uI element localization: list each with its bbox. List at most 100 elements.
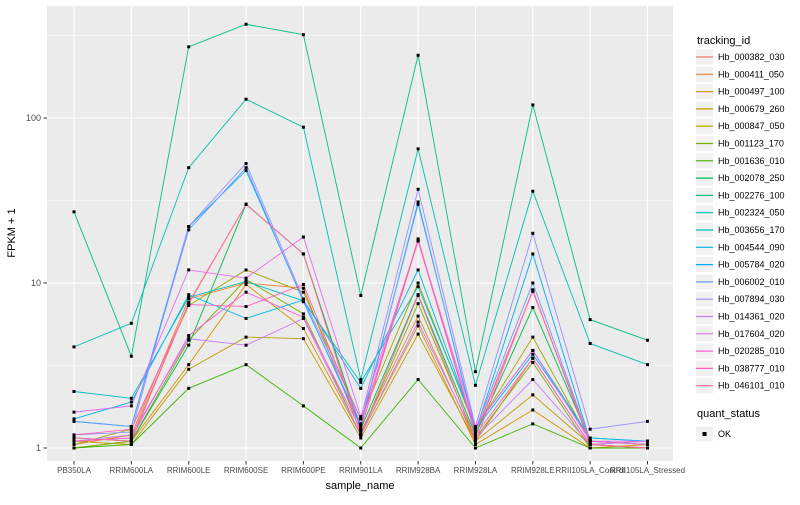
data-point xyxy=(646,363,649,367)
data-point xyxy=(187,45,191,49)
data-point xyxy=(588,443,592,447)
legend-title-quant-status: quant_status xyxy=(697,408,760,420)
data-point xyxy=(187,367,191,371)
data-point xyxy=(244,166,248,170)
data-point xyxy=(531,393,535,397)
data-point xyxy=(531,231,535,235)
data-point xyxy=(244,169,248,173)
legend-entry-label: Hb_038777_010 xyxy=(718,363,785,373)
data-point xyxy=(301,286,305,290)
data-point xyxy=(244,202,248,206)
data-point xyxy=(473,424,477,428)
data-point xyxy=(244,305,248,309)
legend-point-swatch xyxy=(702,432,707,436)
data-point xyxy=(646,446,649,450)
data-point xyxy=(531,335,535,339)
data-point xyxy=(129,436,133,440)
data-point xyxy=(129,404,133,408)
data-point xyxy=(244,268,248,272)
legend-entry-label: Hb_005784_020 xyxy=(718,260,785,270)
data-point xyxy=(416,324,420,328)
legend-entry-label: Hb_000411_050 xyxy=(718,69,784,79)
legend-entry-label: Hb_014361_020 xyxy=(718,312,785,322)
gridlines xyxy=(47,6,673,461)
data-point xyxy=(72,439,76,443)
data-point xyxy=(646,439,649,443)
data-point xyxy=(531,348,535,352)
data-point xyxy=(301,33,305,37)
data-point xyxy=(416,239,420,243)
data-point xyxy=(72,410,76,414)
data-point xyxy=(301,125,305,129)
y-tick-label: 10 xyxy=(31,278,41,288)
data-point xyxy=(588,427,592,431)
data-point xyxy=(416,281,420,285)
data-point xyxy=(301,282,305,286)
data-point xyxy=(72,433,76,437)
data-point xyxy=(72,210,76,214)
data-point xyxy=(359,433,363,437)
data-point xyxy=(473,436,477,440)
data-point xyxy=(187,166,191,170)
data-point xyxy=(473,427,477,431)
data-point xyxy=(72,417,76,421)
x-tick-label: RRIM901LA xyxy=(339,466,383,475)
legend-entry-label: Hb_003656_170 xyxy=(718,225,785,235)
data-point xyxy=(129,321,133,325)
data-point xyxy=(416,237,420,241)
data-point xyxy=(531,289,535,293)
legend-entry-label: Hb_004544_090 xyxy=(718,242,785,252)
legend-entry-label: Hb_000497_100 xyxy=(718,87,785,97)
x-tick-label: RRIM928LA xyxy=(454,466,498,475)
data-point xyxy=(72,345,76,349)
data-point xyxy=(359,378,363,382)
data-point xyxy=(187,228,191,232)
data-point xyxy=(301,235,305,239)
data-point xyxy=(244,161,248,165)
data-point xyxy=(473,433,477,437)
data-point xyxy=(359,417,363,421)
data-point xyxy=(531,252,535,256)
data-point xyxy=(473,446,477,450)
data-point xyxy=(531,352,535,356)
data-point xyxy=(359,427,363,431)
data-point xyxy=(244,363,248,367)
data-point xyxy=(129,439,133,443)
data-point xyxy=(129,400,133,404)
data-point xyxy=(416,268,420,272)
x-tick-label: RRIM600PE xyxy=(281,466,325,475)
x-tick-label: RRII105LA_Stressed xyxy=(610,466,685,475)
data-point xyxy=(359,422,363,426)
data-point xyxy=(244,335,248,339)
data-point xyxy=(359,415,363,419)
data-point xyxy=(473,430,477,434)
legend-entry-label: Hb_002276_100 xyxy=(718,190,785,200)
x-tick-label: RRII105LA_Control xyxy=(555,466,625,475)
x-axis-title: sample_name xyxy=(325,480,394,492)
data-point xyxy=(359,436,363,440)
y-tick-label: 1 xyxy=(36,443,41,453)
legend-entry-label: Hb_006002_010 xyxy=(718,277,785,287)
data-point xyxy=(588,436,592,440)
data-point xyxy=(244,97,248,101)
data-point xyxy=(416,53,420,57)
data-point xyxy=(531,281,535,285)
data-point xyxy=(359,424,363,428)
data-point xyxy=(72,443,76,447)
legend-title-tracking-id: tracking_id xyxy=(697,35,750,47)
data-point xyxy=(301,315,305,319)
legend: tracking_id quant_status Hb_000382_030 Hb… xyxy=(696,35,785,442)
data-point xyxy=(72,446,76,450)
data-point xyxy=(359,430,363,434)
data-point xyxy=(531,360,535,364)
legend-entry-label: Hb_000847_050 xyxy=(718,121,785,131)
data-point xyxy=(301,326,305,330)
data-point xyxy=(244,343,248,347)
data-point xyxy=(129,433,133,437)
data-point xyxy=(187,337,191,341)
legend-entry-label: Hb_046101_010 xyxy=(718,381,785,391)
data-point xyxy=(531,408,535,412)
x-tick-label: RRIM600SE xyxy=(224,466,268,475)
data-point xyxy=(187,297,191,301)
data-point xyxy=(359,386,363,390)
